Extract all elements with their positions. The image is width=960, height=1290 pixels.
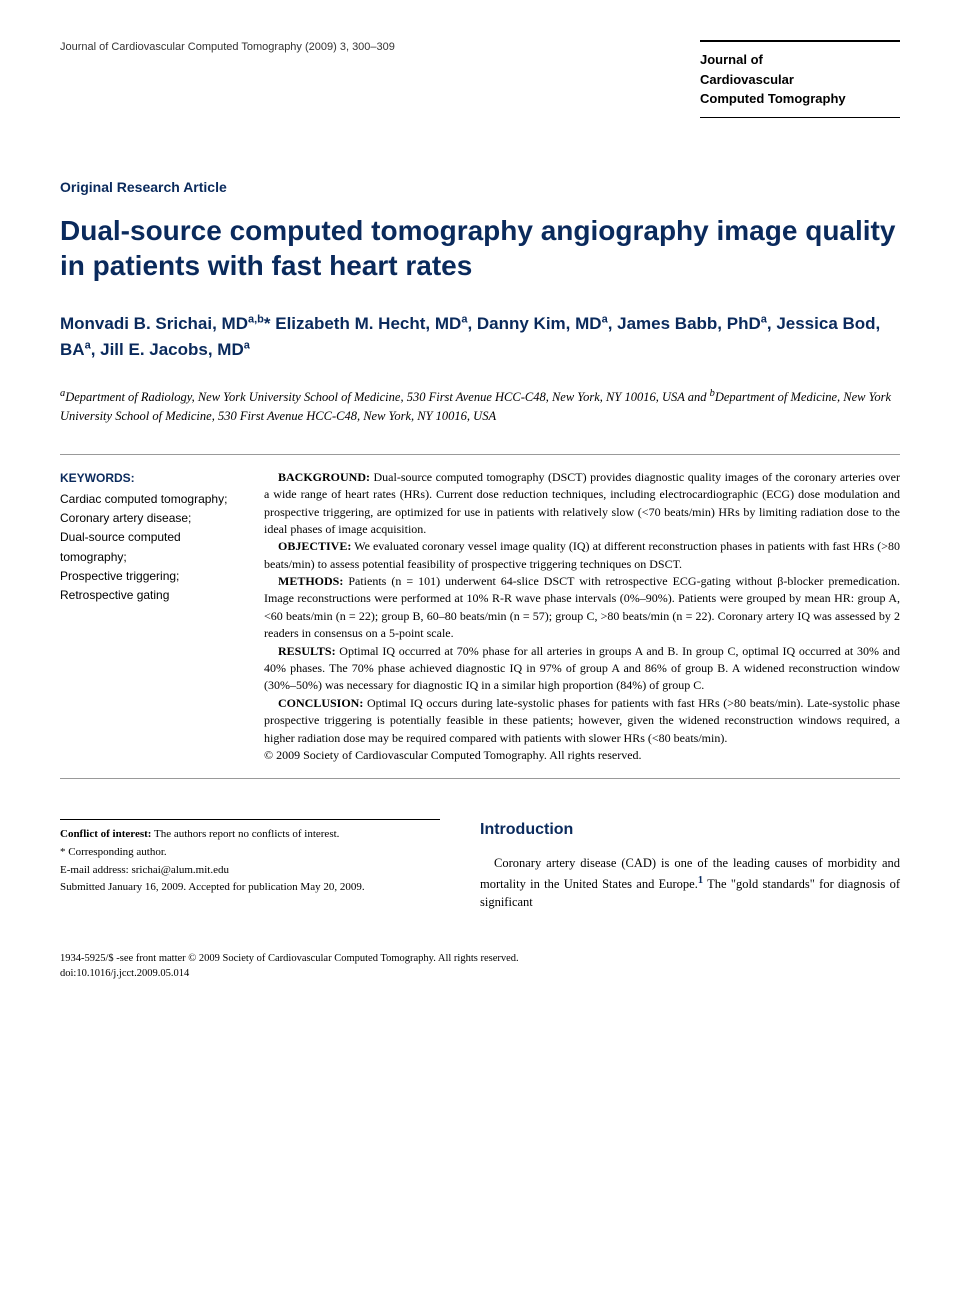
journal-box-line: Journal of — [700, 50, 900, 70]
introduction-text: Coronary artery disease (CAD) is one of … — [480, 854, 900, 912]
journal-box-line: Cardiovascular — [700, 70, 900, 90]
article-title: Dual-source computed tomography angiogra… — [60, 213, 900, 283]
abstract-objective: OBJECTIVE: We evaluated coronary vessel … — [264, 538, 900, 573]
abstract-column: BACKGROUND: Dual-source computed tomogra… — [264, 469, 900, 765]
results-text: Optimal IQ occurred at 70% phase for all… — [264, 644, 900, 693]
journal-reference: Journal of Cardiovascular Computed Tomog… — [60, 40, 395, 55]
corresponding-author: * Corresponding author. — [60, 844, 440, 862]
page-footer: 1934-5925/$ -see front matter © 2009 Soc… — [60, 952, 900, 981]
abstract-results: RESULTS: Optimal IQ occurred at 70% phas… — [264, 643, 900, 695]
background-label: BACKGROUND: — [264, 470, 370, 484]
email-line: E-mail address: srichai@alum.mit.edu — [60, 862, 440, 880]
introduction-column: Introduction Coronary artery disease (CA… — [480, 819, 900, 912]
keyword-item: Cardiac computed tomography; — [60, 490, 240, 509]
abstract-background: BACKGROUND: Dual-source computed tomogra… — [264, 469, 900, 539]
conclusion-label: CONCLUSION: — [264, 696, 363, 710]
page-header: Journal of Cardiovascular Computed Tomog… — [60, 40, 900, 118]
authors-list: Monvadi B. Srichai, MDa,b* Elizabeth M. … — [60, 311, 900, 362]
methods-label: METHODS: — [264, 574, 343, 588]
introduction-heading: Introduction — [480, 819, 900, 841]
keywords-abstract-row: KEYWORDS: Cardiac computed tomography; C… — [60, 454, 900, 780]
abstract-copyright: © 2009 Society of Cardiovascular Compute… — [264, 747, 900, 764]
email-label: E-mail address: — [60, 864, 131, 876]
results-label: RESULTS: — [264, 644, 336, 658]
keyword-item: Retrospective gating — [60, 586, 240, 605]
affiliations: aDepartment of Radiology, New York Unive… — [60, 386, 900, 426]
footer-copyright: 1934-5925/$ -see front matter © 2009 Soc… — [60, 952, 900, 967]
abstract-methods: METHODS: Patients (n = 101) underwent 64… — [264, 573, 900, 643]
keyword-item: Dual-source computed tomography; — [60, 528, 240, 566]
conflict-text: The authors report no conflicts of inter… — [151, 828, 339, 840]
submitted-line: Submitted January 16, 2009. Accepted for… — [60, 879, 440, 897]
footer-doi: doi:10.1016/j.jcct.2009.05.014 — [60, 967, 900, 982]
keyword-item: Coronary artery disease; — [60, 509, 240, 528]
journal-title-box: Journal of Cardiovascular Computed Tomog… — [700, 40, 900, 118]
bottom-row: Conflict of interest: The authors report… — [60, 819, 900, 912]
journal-box-line: Computed Tomography — [700, 89, 900, 109]
footnotes: Conflict of interest: The authors report… — [60, 819, 440, 912]
abstract-conclusion: CONCLUSION: Optimal IQ occurs during lat… — [264, 695, 900, 747]
objective-text: We evaluated coronary vessel image quali… — [264, 539, 900, 570]
keyword-item: Prospective triggering; — [60, 567, 240, 586]
conflict-label: Conflict of interest: — [60, 828, 151, 840]
objective-label: OBJECTIVE: — [264, 539, 351, 553]
methods-text: Patients (n = 101) underwent 64-slice DS… — [264, 574, 900, 640]
email-address[interactable]: srichai@alum.mit.edu — [131, 864, 229, 876]
article-type: Original Research Article — [60, 178, 900, 198]
conflict-of-interest: Conflict of interest: The authors report… — [60, 826, 440, 844]
keywords-heading: KEYWORDS: — [60, 469, 240, 488]
keywords-column: KEYWORDS: Cardiac computed tomography; C… — [60, 469, 240, 765]
